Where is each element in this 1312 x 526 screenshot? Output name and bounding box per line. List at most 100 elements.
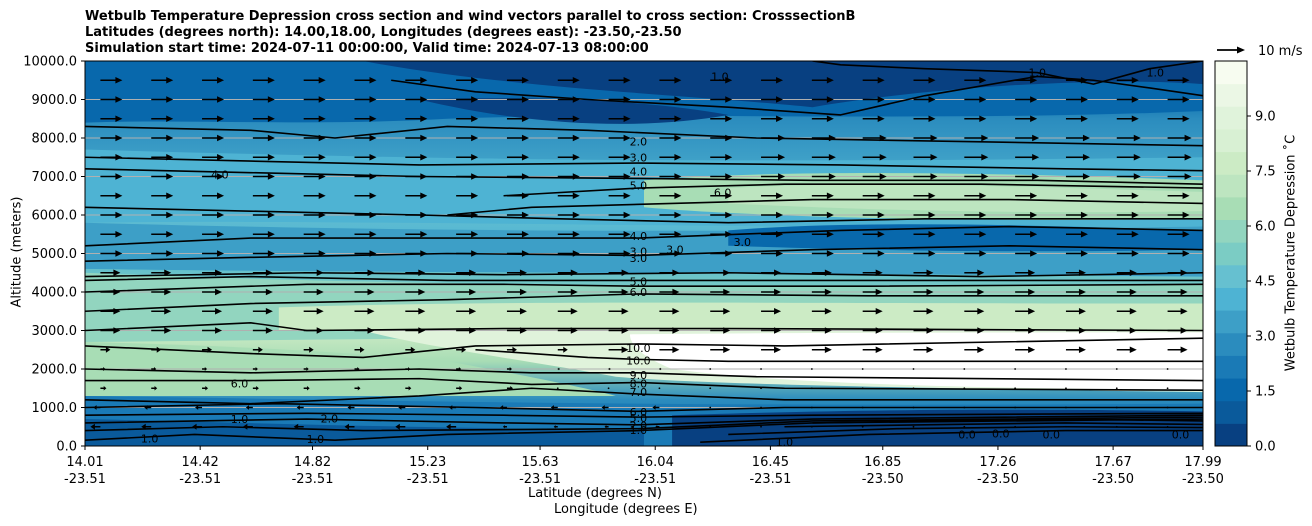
wind-vector	[761, 154, 786, 161]
chart-title: Wetbulb Temperature Depression cross sec…	[85, 9, 855, 57]
wind-vector	[303, 269, 324, 276]
wind-vector	[506, 154, 529, 161]
x-tick-label-lat: 16.85	[864, 455, 901, 470]
wind-vector	[100, 231, 123, 238]
field-region	[728, 184, 1203, 213]
contour-line	[85, 125, 1203, 147]
wind-vector	[100, 269, 121, 276]
x-tick-label-lat: 14.01	[66, 455, 103, 470]
wind-vector	[761, 77, 784, 84]
y-tick-label: 10000.0	[23, 55, 77, 70]
wind-vector	[456, 367, 462, 371]
wind-vector	[557, 250, 580, 257]
colorbar-tick-label: 6.0	[1255, 220, 1276, 235]
wind-vector	[202, 192, 225, 199]
wind-vector	[303, 96, 326, 103]
wind-vector	[862, 288, 883, 296]
y-tick-label: 0.0	[56, 440, 77, 455]
wind-vector	[659, 96, 682, 103]
wind-vector	[192, 423, 203, 430]
wind-vector	[1015, 308, 1036, 315]
wind-vector	[1167, 211, 1190, 219]
x-axis: 14.01 -23.51 14.42 -23.51 14.82 -23.51 15.23 -2…	[64, 446, 1224, 487]
wind-vector	[1065, 192, 1088, 199]
wind-vector	[405, 96, 428, 103]
wind-vector	[557, 346, 568, 353]
wind-vector	[557, 231, 580, 238]
title-line-1: Wetbulb Temperature Depression cross sec…	[85, 9, 856, 24]
wind-vector	[456, 346, 467, 353]
wind-vector	[1065, 250, 1088, 257]
wind-vector	[1015, 173, 1040, 180]
wind-vector	[1116, 308, 1137, 315]
wind-vector	[405, 154, 428, 161]
wind-vector	[659, 134, 682, 142]
wind-vector	[1116, 115, 1139, 122]
wind-vector	[100, 77, 123, 84]
wind-vector	[506, 386, 513, 391]
wind-vector	[151, 154, 174, 161]
wind-vector	[659, 231, 682, 238]
wind-vector	[964, 211, 987, 219]
wind-vector	[550, 405, 558, 410]
wind-vector	[354, 192, 377, 199]
wind-vector	[151, 250, 174, 257]
wind-vector	[710, 288, 731, 296]
wind-vector	[1116, 327, 1137, 334]
wind-vector	[252, 134, 275, 142]
field-region	[419, 98, 729, 124]
wind-vector	[506, 269, 527, 276]
wind-vector	[710, 77, 733, 84]
x-tick-label-lon: -23.50	[1182, 472, 1224, 487]
wind-vector	[608, 211, 631, 219]
wind-vector	[710, 115, 733, 122]
wind-vector	[862, 96, 885, 103]
wind-vector	[659, 327, 680, 334]
x-tick-label-lon: -23.51	[179, 472, 221, 487]
wind-vector	[1116, 231, 1139, 238]
wind-vector	[557, 154, 580, 161]
wind-vector	[100, 96, 123, 103]
wind-vector	[303, 115, 326, 122]
wind-vector	[252, 154, 275, 161]
wind-vector	[862, 77, 885, 84]
wind-vector	[1015, 134, 1040, 142]
colorbar-segment	[1215, 106, 1247, 130]
wind-vector	[195, 405, 203, 410]
wind-vector	[100, 134, 123, 142]
y-tick-label: 7000.0	[32, 170, 78, 185]
wind-vector	[354, 308, 375, 315]
wind-vector	[1014, 425, 1017, 428]
wind-vector	[608, 192, 631, 199]
wind-vector	[151, 134, 174, 142]
wind-vector	[964, 288, 985, 296]
wind-vector	[913, 96, 936, 103]
wind-vector	[506, 327, 527, 334]
wind-vector	[1015, 269, 1036, 276]
contour-label: 3.0	[666, 244, 684, 257]
colorbar-segment	[1215, 378, 1247, 402]
x-tick-label-lat: 17.67	[1095, 455, 1132, 470]
wind-vector	[405, 269, 426, 276]
wind-vector	[456, 211, 479, 219]
wind-vector	[1015, 115, 1038, 122]
wind-vector	[1065, 96, 1088, 103]
colorbar-tick-label: 4.5	[1255, 275, 1276, 290]
wind-vector	[1167, 77, 1190, 84]
wind-vector	[151, 231, 174, 238]
wind-vector	[202, 250, 225, 257]
wind-vector	[456, 386, 463, 391]
colorbar-tick-label: 0.0	[1255, 440, 1276, 455]
colorbar-segment	[1215, 61, 1247, 85]
colorbar-segment	[1215, 174, 1247, 198]
contour-line	[700, 429, 1203, 443]
contour-label: 6.0	[630, 286, 648, 299]
wind-vector	[405, 346, 416, 353]
wind-vector	[1015, 77, 1038, 84]
wind-vector	[1065, 288, 1086, 296]
wind-vector	[354, 154, 377, 161]
wind-vector	[604, 424, 609, 429]
wind-vector	[1014, 406, 1017, 409]
wind-vector	[1167, 115, 1190, 122]
wind-vector	[202, 346, 213, 353]
